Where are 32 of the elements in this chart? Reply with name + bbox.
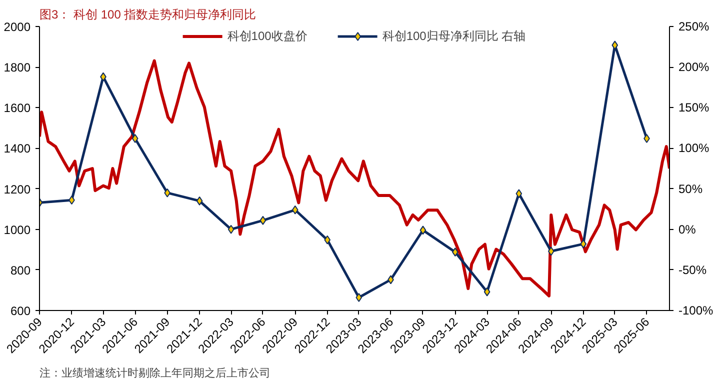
y2-tick-label: -100% [678,304,714,318]
y2-tick-label: 250% [678,20,710,34]
point [292,205,298,214]
y-tick-label: 1400 [4,142,31,156]
y2-tick-label: 200% [678,60,710,74]
y2-tick-label: 0% [678,222,696,236]
chart-title: 图3： 科创 100 指数走势和归母净利同比 [40,8,256,22]
y2-tick-label: 50% [678,182,703,196]
legend-label: 科创100归母净利同比 右轴 [382,28,526,44]
point [132,134,138,143]
point [260,216,266,225]
y-tick-label: 2000 [4,20,31,34]
point [356,293,362,302]
y2-tick-label: -50% [678,262,707,277]
legend-label: 科创100收盘价 [227,28,308,44]
point [196,196,203,206]
y-tick-label: 600 [10,304,31,318]
point [324,235,331,244]
point [548,246,554,256]
y-tick-label: 1200 [4,182,31,196]
y-tick-label: 1000 [4,222,31,237]
point [580,239,587,248]
y2-tick-label: 100% [678,141,710,156]
point [228,224,234,234]
point [516,189,522,198]
y-tick-label: 1600 [4,101,31,116]
point [484,287,490,296]
y-tick-label: 800 [10,263,31,278]
text: 注：业绩增速统计时剔除上年同期之后上市公司 [40,366,270,380]
point [420,226,426,235]
y-tick-label: 1800 [4,60,31,75]
y2-tick-label: 150% [678,100,710,115]
